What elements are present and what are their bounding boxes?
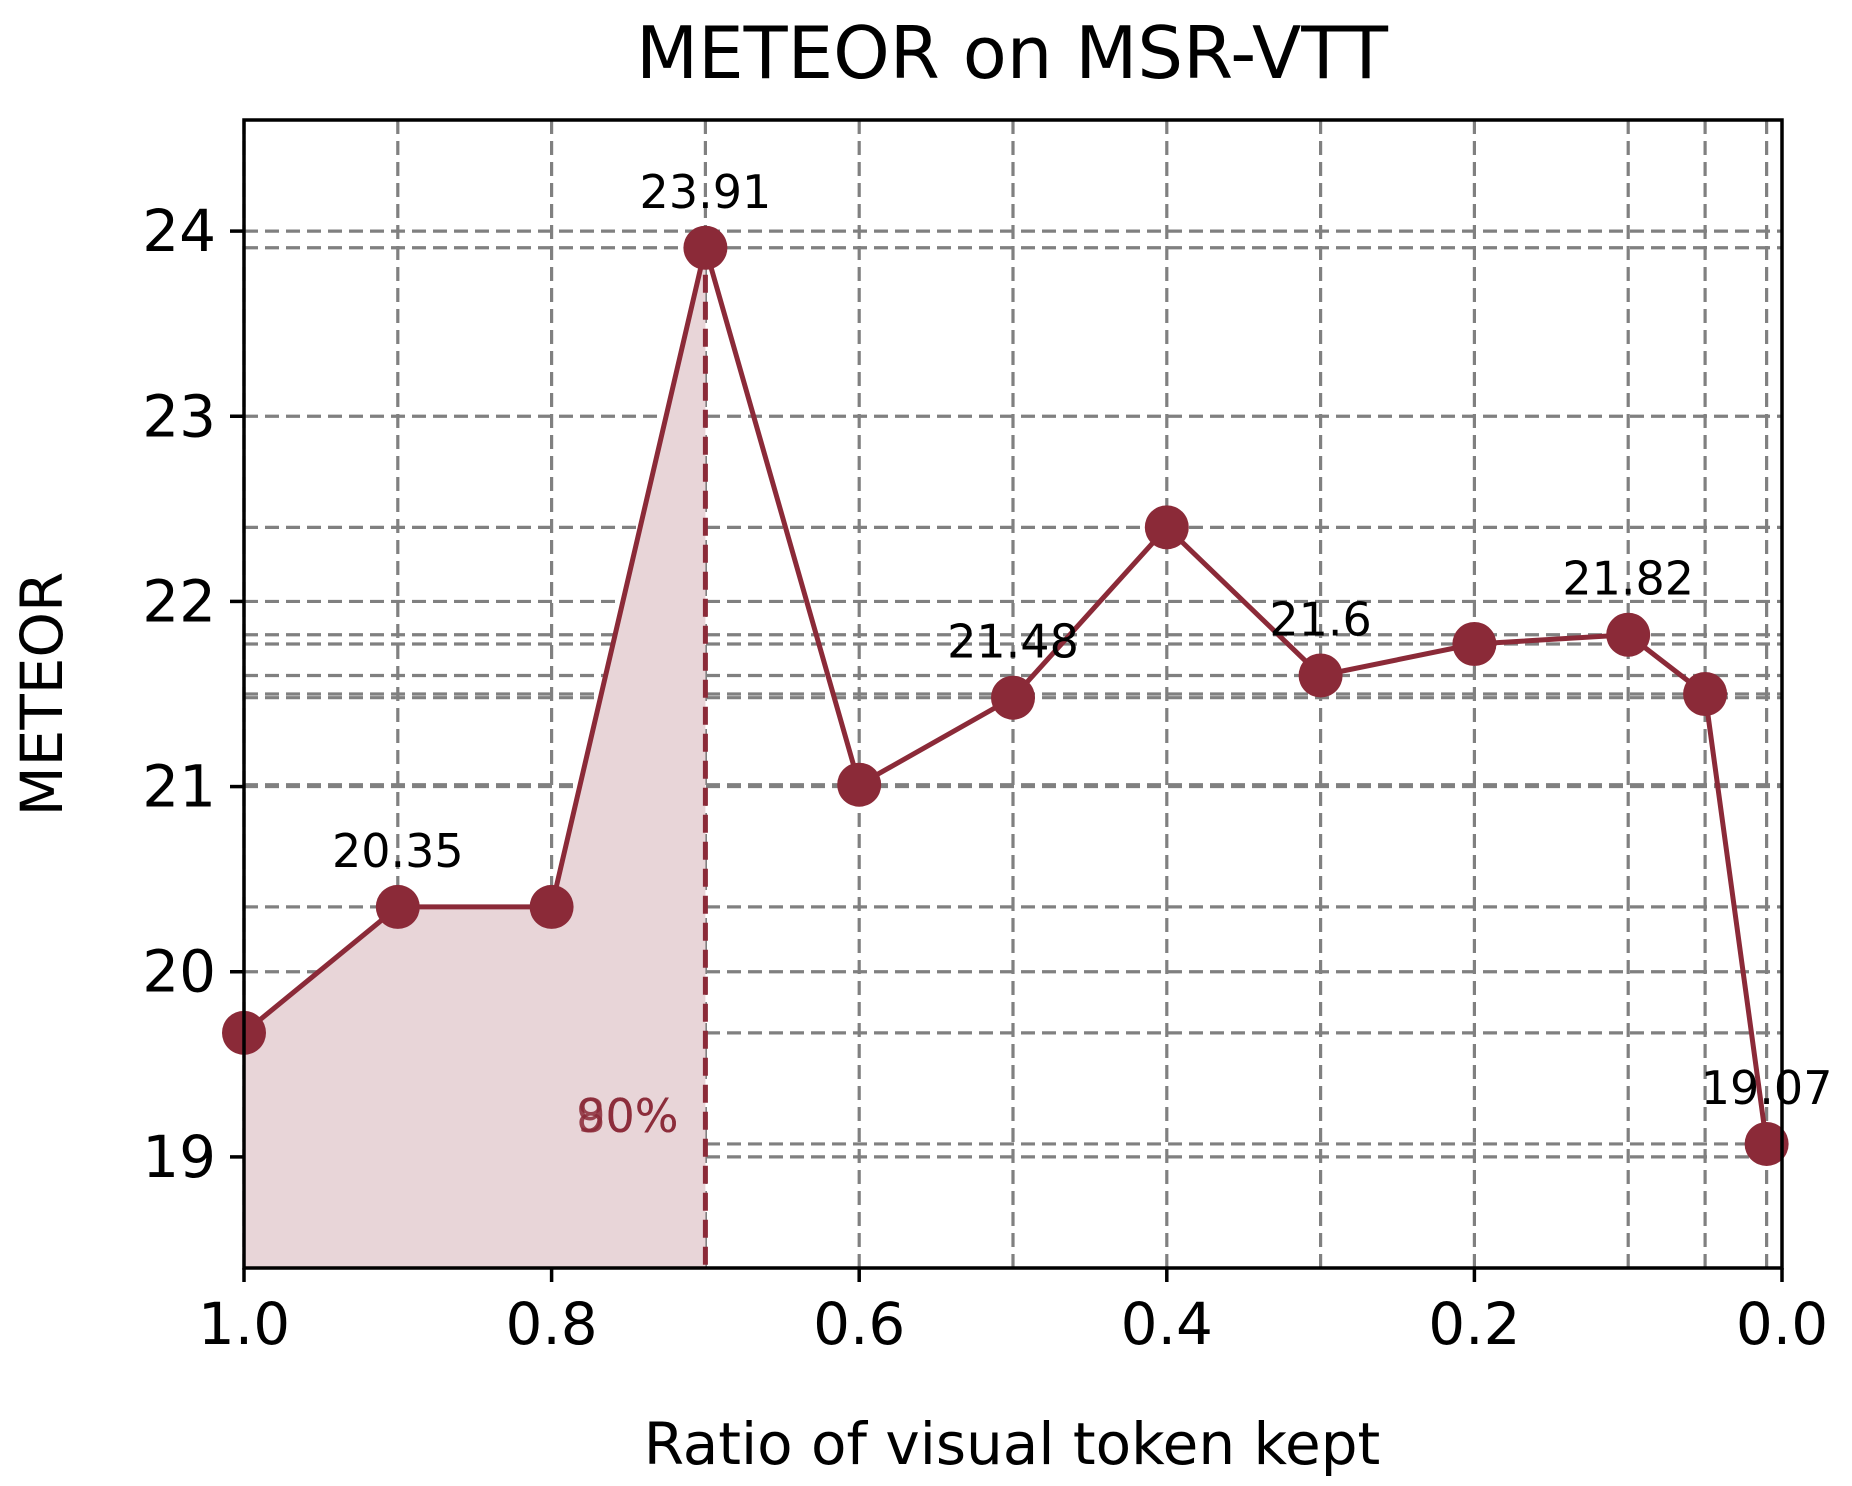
x-axis-label: Ratio of visual token kept	[644, 1410, 1381, 1478]
data-label-4: 21.82	[1562, 552, 1694, 606]
data-point-8	[1452, 622, 1497, 667]
y-tick-label-3: 22	[142, 567, 216, 635]
y-tick-label-4: 23	[142, 382, 216, 450]
x-tick-label-5: 0.0	[1736, 1290, 1828, 1358]
y-tick-label-0: 19	[142, 1123, 216, 1191]
x-tick-label-4: 0.2	[1428, 1290, 1520, 1358]
data-point-5	[991, 675, 1035, 720]
data-point-4	[837, 762, 882, 807]
y-tick-label-2: 21	[142, 753, 216, 821]
shaded-region: 90%80%	[244, 247, 708, 1268]
data-point-3	[683, 225, 728, 270]
chart-title: METEOR on MSR-VTT	[636, 11, 1389, 95]
x-tick-label-2: 0.6	[813, 1290, 905, 1358]
data-label-1: 23.91	[640, 165, 772, 219]
x-tick-label-0: 1.0	[198, 1290, 290, 1358]
plot-frame	[242, 118, 1784, 1270]
data-label-5: 19.07	[1701, 1061, 1833, 1115]
data-label-3: 21.6	[1269, 592, 1371, 646]
percent-annotation-1: 80%	[576, 1089, 678, 1143]
data-point-2	[529, 884, 574, 929]
data-point-9	[1606, 612, 1651, 657]
data-point-7	[1298, 653, 1343, 698]
data-point-1	[375, 884, 420, 929]
x-axis-ticks: 1.0 0.8 0.6 0.4 0.2 0.0	[198, 1268, 1828, 1358]
grid	[242, 120, 1782, 1268]
y-tick-label-5: 24	[142, 197, 216, 265]
y-tick-label-1: 20	[142, 938, 216, 1006]
data-label-2: 21.48	[947, 615, 1079, 669]
y-axis-label: METEOR	[8, 572, 76, 817]
percent-annotation-0: 90%	[576, 1089, 678, 1143]
x-tick-label-1: 0.8	[505, 1290, 597, 1358]
data-point-6	[1144, 505, 1189, 550]
x-tick-label-3: 0.4	[1121, 1290, 1213, 1358]
series-line	[222, 225, 1789, 1166]
shaded-area	[244, 247, 706, 1268]
y-axis-ticks: 19 20 21 22 23 24	[142, 197, 244, 1191]
data-label-0: 20.35	[332, 824, 464, 878]
data-point-10	[1683, 672, 1728, 716]
data-point-11	[1744, 1121, 1789, 1166]
data-labels: 20.35 23.91 21.48 21.6 21.82 19.07	[332, 165, 1833, 1115]
